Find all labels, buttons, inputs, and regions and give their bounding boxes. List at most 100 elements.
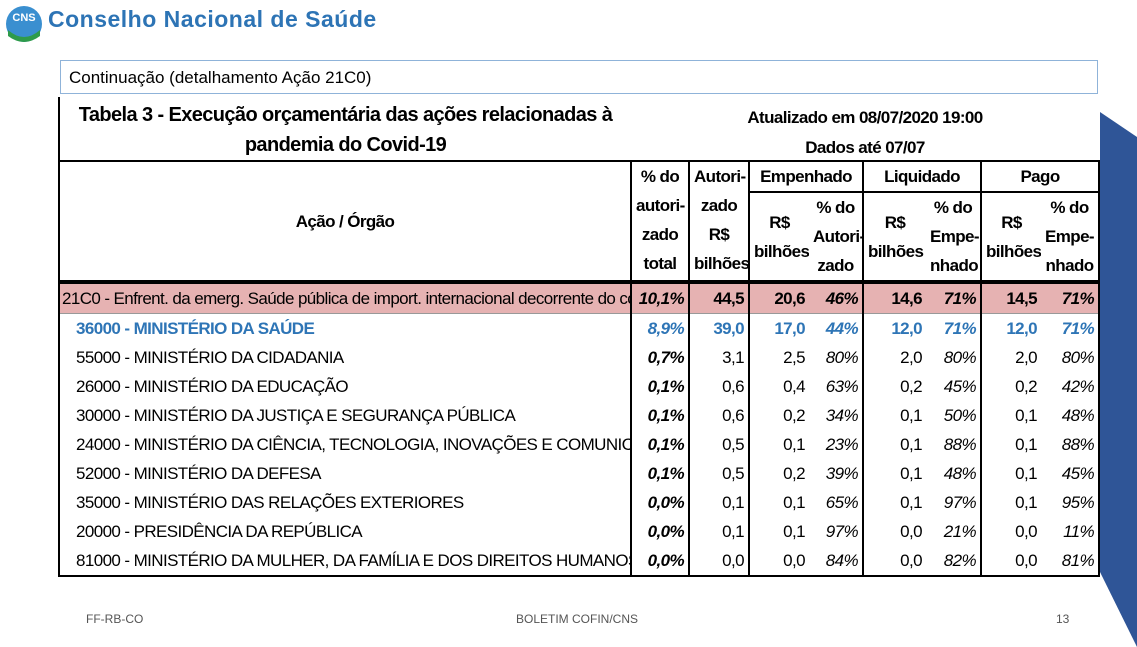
sub-header: R$ bilhões [749,191,809,282]
table-head: Ação / Órgão % do autori-zado total Autori-z… [58,160,1101,282]
cell-value: 0,0% [631,517,690,546]
cell-value: 46% [809,280,865,314]
table-row: 21C0 - Enfrent. da emerg. Saúde pública … [58,280,1101,314]
cell-value: 0,1% [631,459,690,488]
cell-value: 97% [809,517,865,546]
cell-value: 0,5 [689,459,750,488]
header-cell: % do autori-zado total [631,160,690,282]
row-label: 35000 - MINISTÉRIO DAS RELAÇÕES EXTERIOR… [58,488,632,517]
header-line: zado [641,225,679,244]
cell-value: 50% [926,401,983,430]
cell-value: 88% [1041,430,1101,459]
cell-value: 88% [926,430,983,459]
header-line: nhado [1045,256,1095,275]
budget-table: Ação / Órgão % do autori-zado total Autori-z… [58,160,1101,577]
data-until: Dados até 07/07 [805,138,925,157]
table-row: 30000 - MINISTÉRIO DA JUSTIÇA E SEGURANÇ… [58,401,1101,430]
logo-band [8,30,40,42]
logo-text: CNS [12,12,35,24]
cell-value: 44% [809,313,865,343]
table-row: 52000 - MINISTÉRIO DA DEFESA 0,1% 0,5 0,2 39… [58,459,1101,488]
cell-value: 97% [926,488,983,517]
cell-value: 0,1 [783,522,805,541]
header-line: R$ [708,225,730,244]
header-line: zado [817,256,854,275]
header-line: bilhões [694,254,749,273]
cell-value: 10,1% [631,280,690,314]
cell-value: 0,0% [631,546,690,577]
header-line: R$ [769,212,790,232]
cell-value: 71% [1041,280,1101,314]
table-row: 20000 - PRESIDÊNCIA DA REPÚBLICA 0,0% 0,1 0… [58,517,1101,546]
cell-value: 34% [809,401,865,430]
cell-value: 0,0 [863,546,927,577]
page-number: 13 [1056,612,1070,626]
cell-value: 17,0 [774,319,805,338]
cell-value: 2,0 [900,348,923,367]
group-header: Empenhado [749,160,865,193]
cell-value: 65% [809,488,865,517]
cell-value: 0,6 [689,401,750,430]
sub-header: % do Empe-nhado [926,191,983,282]
row-label: 30000 - MINISTÉRIO DA JUSTIÇA E SEGURANÇ… [58,401,632,430]
row-label: 52000 - MINISTÉRIO DA DEFESA [58,459,632,488]
cell-value: 8,9% [631,313,690,343]
deco-shape [1100,112,1137,647]
cell-value: 21% [926,517,983,546]
table-row: 36000 - MINISTÉRIO DA SAÚDE 8,9% 39,0 17,0 4… [58,313,1101,343]
cell-value: 44,5 [689,280,750,314]
header-line: bilhões [868,241,924,261]
row-label: 81000 - MINISTÉRIO DA MULHER, DA FAMÍLIA… [58,546,632,577]
header-line: Empe- [1045,227,1095,246]
cell-value: 0,1 [783,493,805,512]
brand-title: Conselho Nacional de Saúde [48,6,377,32]
cell-value: 95% [1041,488,1101,517]
cell-value: 0,1% [631,430,690,459]
cell-value: 0,0 [900,522,923,541]
decoration [1100,112,1137,647]
cell-value: 0,1 [1015,406,1038,425]
cell-value: 12,0 [891,319,923,338]
cell-value: 14,6 [863,280,927,314]
header-line: total [643,254,677,273]
cell-value: 0,1 [900,406,923,425]
header-line: % do [816,198,855,217]
cell-value: 12,0 [1006,319,1038,338]
sub-header: % do Autori-zado [809,191,865,282]
header-cell: Ação / Órgão [58,160,632,282]
table-body: 21C0 - Enfrent. da emerg. Saúde pública … [58,280,1101,577]
cell-value: 0,0 [749,546,809,577]
cell-value: 0,1 [900,493,923,512]
cell-value: 0,7% [631,343,690,372]
row-label: 26000 - MINISTÉRIO DA EDUCAÇÃO [58,372,632,401]
cell-value: 20,6 [749,280,809,314]
cell-value: 80% [1041,343,1101,372]
cell-value: 0,1 [689,488,750,517]
cell-value: 0,2 [783,464,805,483]
cell-value: 48% [926,459,983,488]
sub-header: R$ bilhões [863,191,927,282]
cell-value: 0,1 [1015,464,1038,483]
logo-circle [6,6,42,42]
row-label: 55000 - MINISTÉRIO DA CIDADANIA [58,343,632,372]
cell-value: 42% [1041,372,1101,401]
header-line: bilhões [754,241,809,261]
header-line: zado [700,196,738,215]
cell-value: 81% [1041,546,1101,577]
table-title: Tabela 3 - Execução orçamentária das açõ… [78,104,613,156]
cell-value: 0,0 [689,546,750,577]
row-label: 36000 - MINISTÉRIO DA SAÚDE [58,313,632,343]
cell-value: 45% [926,372,983,401]
cell-value: 71% [1041,313,1101,343]
header-line: % do [640,167,680,186]
cell-value: 84% [809,546,865,577]
cell-value: 0,1 [689,517,750,546]
cell-value: 2,5 [783,348,805,367]
footer-center: BOLETIM COFIN/CNS [516,612,639,626]
table-row: 55000 - MINISTÉRIO DA CIDADANIA 0,7% 3,1 2,… [58,343,1101,372]
row-label: 21C0 - Enfrent. da emerg. Saúde pública … [58,280,632,314]
cell-value: 80% [926,343,983,372]
cell-value: 0,0% [631,488,690,517]
cell-value: 0,6 [689,372,750,401]
